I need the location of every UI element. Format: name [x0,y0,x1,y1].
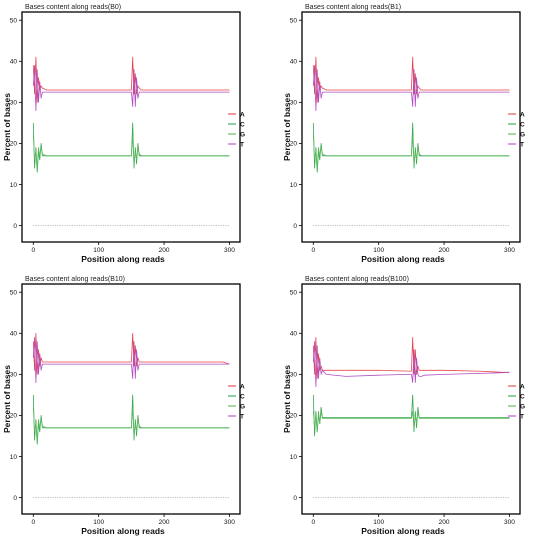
y-axis-label: Percent of bases [2,93,12,161]
y-tick-label: 0 [13,223,17,230]
legend-label-C: C [240,393,245,400]
x-axis-label: Position along reads [361,526,445,536]
chart-svg: Bases content along reads(B0) 0 10 20 30 40 50… [2,4,245,264]
legend-label-A: A [240,383,245,390]
series-line-T [312,341,510,388]
y-tick-label: 50 [290,18,298,25]
x-tick-label: 200 [439,519,450,526]
x-tick-label: 300 [504,519,515,526]
y-tick-label: 40 [10,59,18,66]
x-tick-label: 200 [439,247,450,254]
y-tick-label: 30 [290,100,298,107]
y-tick-label: 10 [290,454,298,461]
legend-label-A: A [520,111,525,118]
y-tick-label: 40 [290,331,298,338]
x-tick-label: 100 [373,519,384,526]
chart-title: Bases content along reads(B0) [25,4,121,11]
plot-frame [21,11,241,243]
y-axis-label: Percent of bases [282,93,292,161]
plot-frame [301,11,521,243]
series-line-G [312,410,510,433]
x-tick-label: 0 [311,519,315,526]
legend-label-G: G [520,131,525,138]
x-axis-label: Position along reads [81,526,165,536]
series-line-T [312,65,510,111]
series-line-G [312,134,510,169]
x-tick-label: 100 [373,247,384,254]
y-tick-label: 10 [10,182,18,189]
series-line-A [32,332,230,375]
x-tick-label: 300 [504,247,515,254]
legend-label-A: A [240,111,245,118]
y-tick-label: 30 [290,372,298,379]
legend-label-T: T [520,413,524,420]
chart-panel-0: Bases content along reads(B0) 0 10 20 30 40 50… [0,0,270,266]
chart-panel-3: Bases content along reads(B100) 0 10 20 30 40… [280,272,550,538]
chart-title: Bases content along reads(B1) [305,4,401,11]
plot-frame [301,283,521,515]
x-tick-label: 300 [224,519,235,526]
y-tick-label: 30 [10,100,18,107]
y-tick-label: 40 [10,331,18,338]
x-axis-label: Position along reads [361,254,445,264]
series-line-G [32,406,230,441]
legend-label-C: C [520,121,525,128]
x-tick-label: 300 [224,247,235,254]
series-line-T [32,337,230,383]
y-axis-label: Percent of bases [2,365,12,433]
chart-svg: Bases content along reads(B10) 0 10 20 30 40 5… [2,276,245,536]
series-line-T [32,65,230,111]
legend-label-C: C [520,393,525,400]
legend-label-G: G [240,403,245,410]
y-tick-label: 0 [293,495,297,502]
chart-svg: Bases content along reads(B100) 0 10 20 30 40… [282,276,525,536]
series-line-A [32,56,230,103]
series-line-C [312,122,510,173]
y-tick-label: 40 [290,59,298,66]
y-tick-label: 20 [290,413,298,420]
y-axis-label: Percent of bases [282,365,292,433]
y-tick-label: 20 [10,141,18,148]
y-tick-label: 50 [10,18,18,25]
y-tick-label: 0 [13,495,17,502]
x-tick-label: 200 [159,519,170,526]
legend-label-C: C [240,121,245,128]
legend-label-T: T [240,141,244,148]
y-tick-label: 20 [290,141,298,148]
legend-label-G: G [240,131,245,138]
x-tick-label: 200 [159,247,170,254]
x-tick-label: 0 [31,519,35,526]
y-tick-label: 50 [290,290,298,297]
chart-svg: Bases content along reads(B1) 0 10 20 30 40 50… [282,4,525,264]
y-tick-label: 20 [10,413,18,420]
chart-panel-1: Bases content along reads(B1) 0 10 20 30 40 50… [280,0,550,266]
series-line-C [32,122,230,173]
chart-title: Bases content along reads(B10) [25,276,125,283]
series-line-C [32,394,230,445]
legend-label-G: G [520,403,525,410]
series-line-C [312,394,510,437]
y-tick-label: 50 [10,290,18,297]
y-tick-label: 10 [10,454,18,461]
x-tick-label: 100 [93,247,104,254]
x-tick-label: 0 [31,247,35,254]
plot-frame [21,283,241,515]
series-line-A [312,337,510,379]
series-line-A [312,56,510,103]
x-tick-label: 100 [93,519,104,526]
y-tick-label: 10 [290,182,298,189]
legend-label-A: A [520,383,525,390]
y-tick-label: 0 [293,223,297,230]
chart-panel-2: Bases content along reads(B10) 0 10 20 30 40 5… [0,272,270,538]
series-line-G [32,134,230,169]
legend-label-T: T [520,141,524,148]
x-axis-label: Position along reads [81,254,165,264]
x-tick-label: 0 [311,247,315,254]
y-tick-label: 30 [10,372,18,379]
legend-label-T: T [240,413,244,420]
chart-title: Bases content along reads(B100) [305,276,409,283]
